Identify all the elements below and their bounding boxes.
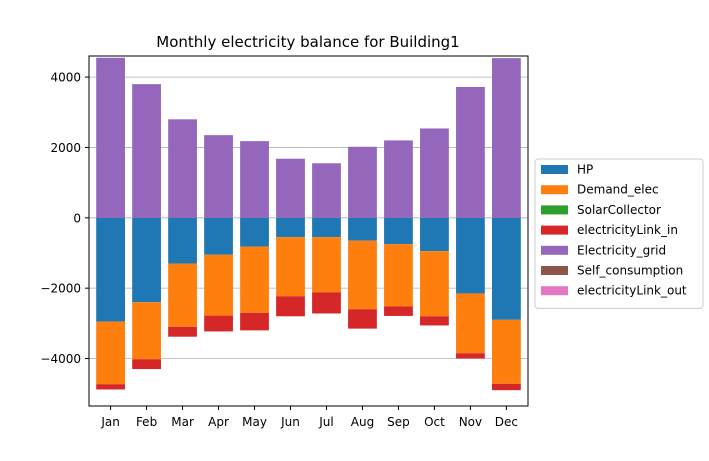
bar-electricitylink-in-jan: [96, 384, 125, 390]
x-tick-label: Dec: [495, 415, 518, 429]
x-tick-label: Aug: [351, 415, 374, 429]
bar-hp-jan: [96, 217, 125, 322]
bar-electricity-grid-may: [240, 141, 269, 218]
bar-demand-elec-jan: [96, 321, 125, 385]
bar-demand-elec-jun: [276, 237, 305, 297]
x-tick-label: Apr: [208, 415, 229, 429]
bar-electricity-grid-apr: [204, 135, 233, 218]
legend-box: [534, 158, 704, 309]
bars: [96, 57, 521, 391]
bar-electricitylink-in-jul: [312, 292, 341, 314]
bar-hp-nov: [456, 217, 485, 294]
x-tick-label: Oct: [424, 415, 445, 429]
x-tick-label: Mar: [171, 415, 194, 429]
bar-hp-aug: [348, 217, 377, 241]
legend-swatch-hp: [541, 165, 568, 174]
bar-electricity-grid-oct: [420, 128, 449, 218]
x-tick-label: Feb: [136, 415, 157, 429]
y-tick-label: −4000: [40, 352, 81, 366]
bar-demand-elec-jul: [312, 237, 341, 293]
bar-demand-elec-dec: [492, 319, 521, 384]
legend-swatch-self-consumption: [541, 266, 568, 275]
bar-electricitylink-in-feb: [132, 359, 161, 370]
bar-electricity-grid-feb: [132, 84, 161, 218]
x-tick-label: May: [242, 415, 267, 429]
bar-electricity-grid-sep: [384, 140, 413, 218]
bar-electricity-grid-aug: [348, 146, 377, 218]
bar-demand-elec-feb: [132, 302, 161, 360]
legend-label-solarcollector: SolarCollector: [577, 203, 661, 217]
bar-hp-mar: [168, 217, 197, 264]
bar-hp-apr: [204, 217, 233, 255]
y-tick-label: −2000: [40, 282, 81, 296]
legend-label-electricitylink-out: electricityLink_out: [577, 284, 687, 298]
legend: HP Demand_elec SolarCollector electricityLi…: [534, 158, 704, 309]
legend-label-electricitylink-in: electricityLink_in: [577, 223, 678, 237]
bar-electricity-grid-jun: [276, 158, 305, 218]
bar-electricity-grid-jul: [312, 163, 341, 218]
bar-hp-oct: [420, 217, 449, 252]
legend-swatch-electricitylink-out: [541, 286, 568, 296]
bar-demand-elec-may: [240, 246, 269, 313]
grid-lines: [89, 76, 528, 359]
x-tick-label: Jun: [280, 415, 300, 429]
bar-demand-elec-apr: [204, 254, 233, 316]
bar-demand-elec-mar: [168, 263, 197, 327]
y-tick-label: 4000: [50, 71, 81, 85]
y-tick-label: 2000: [50, 141, 81, 155]
bar-electricitylink-in-jun: [276, 296, 305, 317]
x-tick-label: Jan: [100, 415, 120, 429]
bar-electricity-grid-nov: [456, 86, 485, 218]
bar-demand-elec-oct: [420, 251, 449, 317]
bar-electricitylink-in-mar: [168, 326, 197, 337]
legend-swatch-electricitylink-in: [541, 225, 568, 235]
legend-swatch-solarcollector: [541, 205, 568, 215]
x-tick-label: Nov: [459, 415, 482, 429]
bar-electricitylink-in-dec: [492, 383, 521, 391]
bar-electricity-grid-mar: [168, 119, 197, 218]
bar-electricitylink-in-sep: [384, 306, 413, 316]
x-tick-label: Sep: [387, 415, 410, 429]
bar-demand-elec-nov: [456, 293, 485, 354]
y-tick-label: 0: [73, 211, 81, 225]
x-axis: Jan Feb Mar Apr May Jun Jul Aug Sep Oct Nov Dec: [100, 406, 518, 429]
bar-electricitylink-in-aug: [348, 309, 377, 329]
bar-hp-feb: [132, 217, 161, 303]
legend-swatch-electricity-grid: [541, 245, 568, 255]
bar-demand-elec-sep: [384, 244, 413, 307]
bar-demand-elec-aug: [348, 240, 377, 310]
bar-electricity-grid-dec: [492, 58, 521, 218]
bar-electricitylink-in-nov: [456, 353, 485, 359]
bar-hp-may: [240, 217, 269, 247]
bar-hp-jun: [276, 217, 305, 238]
y-axis: −4000 −2000 0 2000 4000: [40, 71, 89, 366]
chart-title: Monthly electricity balance for Building…: [156, 33, 459, 51]
legend-label-hp: HP: [577, 163, 593, 177]
bar-hp-dec: [492, 217, 521, 320]
plot-frame: [88, 55, 529, 407]
bar-electricitylink-in-oct: [420, 316, 449, 326]
legend-label-demand-elec: Demand_elec: [577, 183, 659, 197]
legend-label-electricity-grid: Electricity_grid: [577, 243, 666, 257]
bar-hp-sep: [384, 217, 413, 245]
x-tick-label: Jul: [318, 415, 333, 429]
bar-electricitylink-in-apr: [204, 315, 233, 332]
bar-electricitylink-in-may: [240, 312, 269, 331]
legend-swatch-demand-elec: [541, 185, 568, 195]
bar-electricity-grid-jan: [96, 57, 125, 218]
legend-label-self-consumption: Self_consumption: [577, 264, 683, 278]
bar-hp-jul: [312, 217, 341, 238]
